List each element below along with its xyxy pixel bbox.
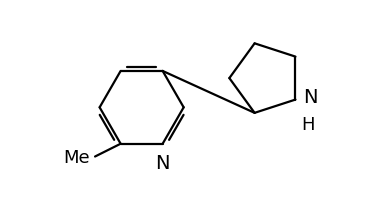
Text: N: N: [155, 154, 170, 173]
Text: H: H: [302, 116, 315, 134]
Text: Me: Me: [63, 149, 89, 167]
Text: N: N: [303, 88, 318, 107]
